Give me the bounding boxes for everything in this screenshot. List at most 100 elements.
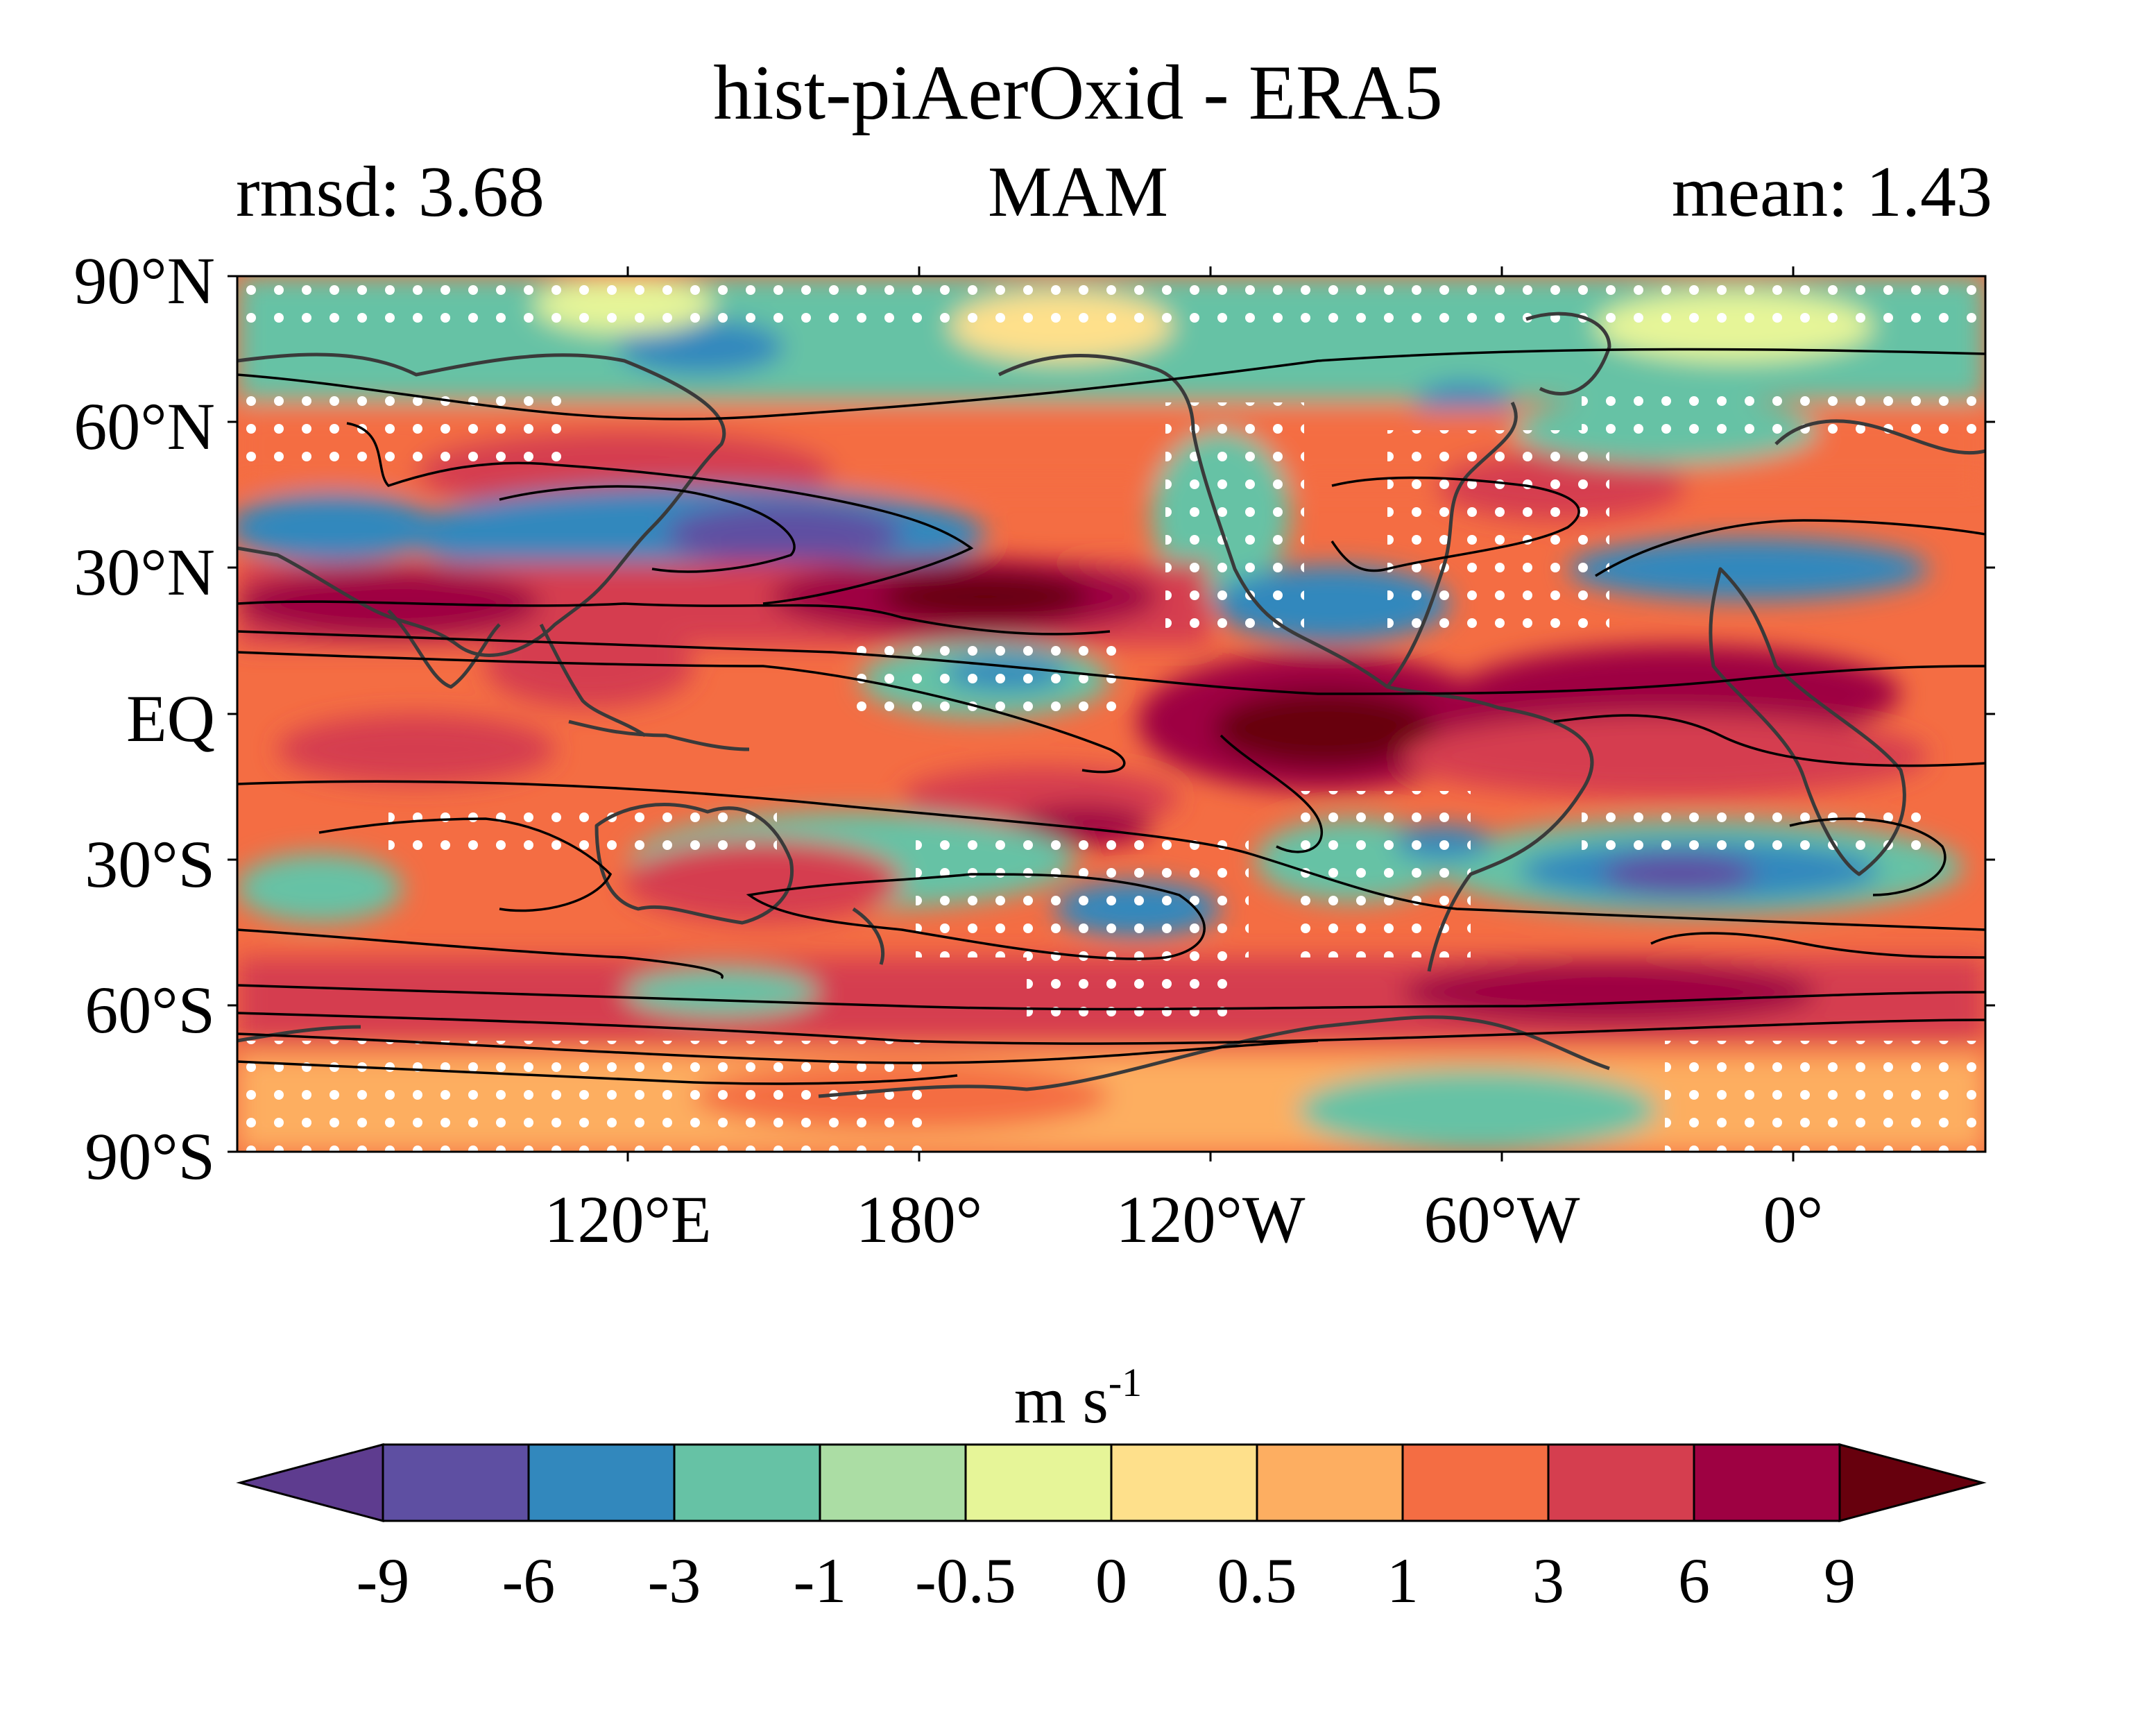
climatology-contours: [237, 348, 1985, 1085]
stipple-antarctic-1: [237, 1041, 931, 1152]
contour-eq-2: [237, 651, 1126, 774]
season-label: MAM: [987, 152, 1169, 232]
colorbar-bin: [1547, 1443, 1695, 1522]
blue-band-west: [237, 493, 437, 562]
axis-ticks: [228, 266, 1995, 1161]
rmsd-stat: rmsd: 3.68: [236, 152, 545, 232]
lat-label-90n: 90°N: [74, 244, 215, 318]
stipple-arctic: [237, 278, 1985, 326]
contour-s-7: [237, 984, 1985, 1011]
coast-se-asia: [539, 623, 647, 738]
stipple-southern-mid: [1027, 957, 1235, 1027]
coast-africa: [1709, 567, 1906, 876]
contour-s-9: [237, 1032, 1319, 1064]
colorbar-tick-label: 3: [1532, 1545, 1564, 1616]
purple-core-pacific: [666, 503, 902, 565]
unit-exponent: -1: [1108, 1360, 1143, 1405]
equatorial-darkest-east: [1214, 690, 1436, 767]
teal-southern-west: [624, 968, 819, 1016]
lon-label-0: 0°: [1763, 1182, 1824, 1257]
colorbar-bin: [1256, 1443, 1404, 1522]
contour-eq-3: [1220, 734, 1324, 853]
colorbar-tick-label: 9: [1824, 1545, 1856, 1616]
coast-eurasia: [237, 352, 726, 657]
contour-s-5: [237, 928, 724, 980]
colorbar-tick-label: 0: [1095, 1545, 1127, 1616]
darkest-core-pacific: [881, 572, 1089, 621]
colorbar-bin: [819, 1443, 967, 1522]
coast-alaska: [998, 354, 1195, 431]
stipple-america: [1165, 402, 1304, 638]
colorbar-tick-label: -3: [647, 1545, 701, 1616]
purple-core-s-atlantic: [1602, 853, 1755, 895]
blue-band-atlantic: [1568, 538, 1928, 600]
contour-eq-4: [1553, 714, 1985, 767]
coast-south-america: [1387, 685, 1594, 972]
lat-label-eq: EQ: [126, 681, 215, 756]
teal-band-west-south: [237, 853, 402, 923]
colorbar-tick-label: -9: [356, 1545, 410, 1616]
contour-n-5: [1595, 519, 1985, 577]
stipple-south-1: [388, 805, 777, 853]
red-patch-australia-s: [624, 840, 902, 923]
colorbar-tick-label: 0.5: [1217, 1545, 1297, 1616]
contour-n-6: [237, 600, 1111, 636]
lon-label-120e: 120°E: [544, 1182, 712, 1257]
colorbar-tick-label: -0.5: [915, 1545, 1016, 1616]
contour-n-1: [237, 348, 1985, 420]
coast-australia: [594, 803, 794, 925]
stipple-60n-west: [237, 389, 570, 465]
antarctic-teal: [1297, 1068, 1658, 1152]
colorbar-tick-label: 6: [1678, 1545, 1710, 1616]
stipple-antarctic-2: [1665, 1041, 1984, 1152]
significance-stippling: [237, 278, 1985, 1152]
lon-label-60w: 60°W: [1423, 1182, 1580, 1257]
lat-label-90s: 90°S: [85, 1119, 215, 1193]
contour-s-1: [237, 780, 1985, 931]
coast-antarctica: [818, 1015, 1610, 1098]
lat-label-60s: 60°S: [85, 973, 215, 1047]
contour-s-10: [237, 1060, 958, 1085]
lon-label-180: 180°: [855, 1182, 983, 1257]
coast-greenland: [1525, 312, 1611, 395]
unit-base: m s: [1013, 1363, 1109, 1437]
contour-s-8: [237, 1012, 1985, 1045]
plot-title: hist-piAerOxid - ERA5: [713, 50, 1443, 136]
colorbar-bin: [1693, 1443, 1841, 1522]
colorbar-bin: [1110, 1443, 1258, 1522]
stipple-60n-east: [1582, 389, 1984, 444]
colorbar-bin: [673, 1443, 821, 1522]
colorbar-over-extension: [1838, 1443, 1987, 1522]
contour-s-3: [746, 873, 1206, 960]
stipple-south-2: [916, 833, 1249, 957]
colorbar-tick-label: -6: [502, 1545, 556, 1616]
stipple-atlantic: [1387, 430, 1609, 638]
equatorial-red-atlantic: [1401, 715, 1928, 798]
contour-n-4: [1331, 476, 1580, 572]
coast-new-zealand: [852, 907, 885, 965]
contour-s-2: [318, 817, 613, 912]
contour-s-4: [1789, 817, 1947, 896]
coast-antarctica-west: [237, 1025, 361, 1043]
colorbar-bin: [527, 1443, 676, 1522]
colorbar-bin: [1401, 1443, 1550, 1522]
colorbar-bin: [382, 1443, 530, 1522]
arctic-blue-patch: [617, 319, 784, 375]
contour-s-6: [1650, 932, 1985, 959]
equatorial-red-indian: [277, 715, 555, 784]
lat-label-60n: 60°N: [74, 389, 215, 463]
lon-label-120w: 120°W: [1115, 1182, 1306, 1257]
mean-stat: mean: 1.43: [1671, 152, 1992, 232]
contour-n-3: [499, 485, 796, 573]
coast-indonesia: [568, 719, 750, 751]
colorbar-unit-label: m s-1: [0, 1363, 2156, 1433]
colorbar-bin: [964, 1443, 1113, 1522]
colorbar-tick-label: 1: [1387, 1545, 1419, 1616]
coastlines: [237, 312, 1985, 1098]
maroon-southern-ocean: [1401, 961, 1817, 1023]
lat-label-30s: 30°S: [85, 827, 215, 901]
colorbar-tick-label: -1: [793, 1545, 847, 1616]
lat-label-30n: 30°N: [74, 535, 215, 609]
